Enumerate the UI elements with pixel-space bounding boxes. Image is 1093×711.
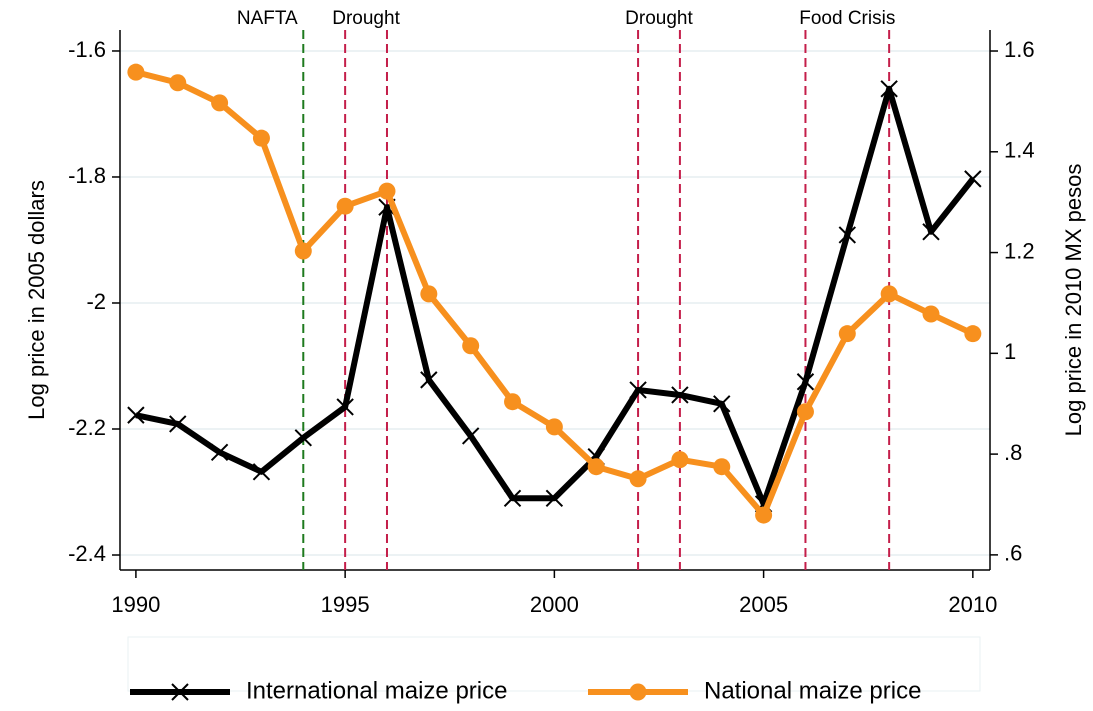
- marker: [545, 489, 564, 508]
- marker: [713, 458, 731, 476]
- marker: [336, 197, 354, 215]
- y2-tick-label: .8: [1004, 440, 1022, 465]
- marker: [838, 226, 857, 244]
- marker: [461, 427, 480, 445]
- event-label: Drought: [332, 8, 400, 29]
- y2-tick-label: .6: [1004, 541, 1022, 566]
- marker: [503, 489, 522, 508]
- x-tick-label: 2010: [948, 592, 997, 617]
- marker: [796, 373, 815, 391]
- marker: [545, 418, 563, 436]
- legend-label: National maize price: [704, 677, 921, 704]
- marker: [294, 242, 312, 260]
- marker: [796, 403, 814, 421]
- event-label: Food Crisis: [799, 8, 895, 29]
- marker: [462, 337, 480, 355]
- marker: [336, 398, 354, 416]
- x-tick-label: 2005: [739, 592, 788, 617]
- marker: [252, 129, 270, 147]
- marker: [211, 94, 229, 112]
- marker: [294, 429, 312, 447]
- event-label: Drought: [625, 8, 693, 29]
- y2-tick-label: 1.6: [1004, 37, 1035, 62]
- marker: [252, 463, 271, 481]
- legend-label: International maize price: [246, 677, 507, 704]
- marker: [504, 393, 522, 411]
- y-tick-label: -2.4: [68, 541, 106, 566]
- marker: [127, 63, 145, 81]
- marker: [880, 285, 898, 303]
- marker: [171, 683, 189, 701]
- marker: [210, 443, 229, 462]
- y-tick-label: -2: [86, 289, 106, 314]
- marker: [964, 170, 982, 188]
- marker: [964, 325, 982, 343]
- marker: [587, 458, 605, 476]
- y-tick-label: -1.6: [68, 37, 106, 62]
- marker: [671, 451, 689, 469]
- marker: [420, 285, 438, 303]
- marker: [922, 223, 940, 241]
- marker: [127, 406, 145, 424]
- marker: [713, 395, 731, 413]
- x-tick-label: 1990: [111, 592, 160, 617]
- marker: [169, 74, 187, 92]
- marker: [629, 470, 647, 488]
- event-label: NAFTA: [237, 8, 298, 29]
- y-tick-label: -1.8: [68, 163, 106, 188]
- y2-tick-label: 1.2: [1004, 238, 1035, 263]
- marker: [629, 381, 647, 399]
- y-tick-label: -2.2: [68, 415, 106, 440]
- y2-tick-label: 1: [1004, 339, 1016, 364]
- x-tick-label: 1995: [321, 592, 370, 617]
- marker: [922, 305, 940, 323]
- marker: [378, 182, 396, 200]
- marker: [671, 386, 689, 404]
- marker: [755, 506, 773, 524]
- marker: [838, 325, 856, 343]
- marker: [420, 371, 438, 389]
- y2-axis-title: Log price in 2010 MX pesos: [1061, 164, 1086, 437]
- y-axis-title: Log price in 2005 dollars: [24, 180, 49, 420]
- y2-tick-label: 1.4: [1004, 138, 1035, 163]
- marker: [880, 80, 898, 98]
- legend-box: [127, 636, 981, 692]
- marker: [629, 683, 647, 701]
- marker: [169, 415, 187, 433]
- x-tick-label: 2000: [530, 592, 579, 617]
